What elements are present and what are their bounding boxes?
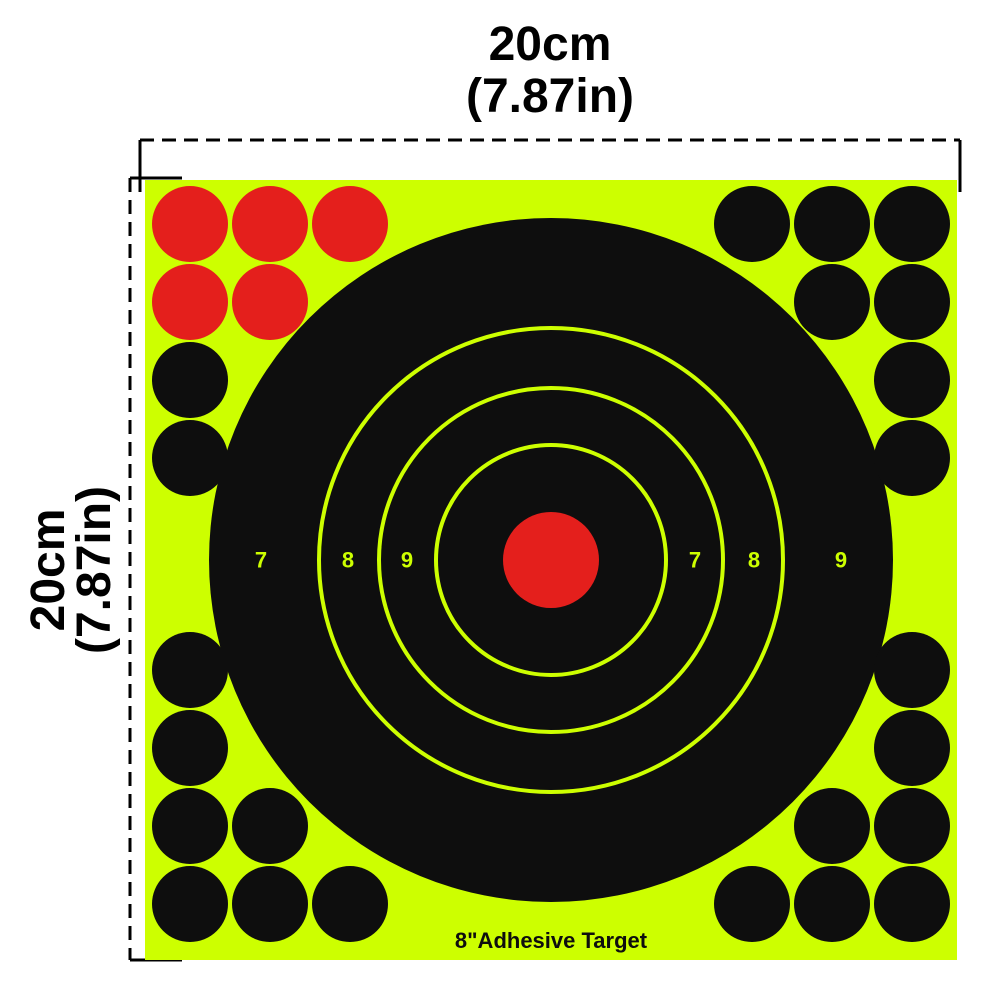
corner-top-left-dot-2 bbox=[312, 186, 388, 262]
target-diagram: 20cm(7.87in)20cm(7.87in)7899878"Adhesive… bbox=[0, 0, 1000, 1000]
score-right-7: 7 bbox=[689, 548, 701, 573]
corner-bottom-left-dot-3 bbox=[232, 788, 308, 864]
bullseye-center bbox=[503, 512, 599, 608]
corner-top-left-dot-4 bbox=[232, 264, 308, 340]
corner-bottom-left-dot-0 bbox=[152, 632, 228, 708]
corner-top-right-dot-6 bbox=[874, 420, 950, 496]
corner-bottom-right-dot-2 bbox=[794, 788, 870, 864]
corner-top-left-dot-0 bbox=[152, 186, 228, 262]
score-right-8: 8 bbox=[748, 548, 760, 573]
corner-bottom-right-dot-0 bbox=[874, 632, 950, 708]
corner-top-right-dot-0 bbox=[714, 186, 790, 262]
corner-bottom-left-dot-5 bbox=[232, 866, 308, 942]
dimension-top-cm: 20cm bbox=[489, 18, 612, 71]
corner-bottom-left-dot-1 bbox=[152, 710, 228, 786]
corner-top-right-dot-4 bbox=[874, 264, 950, 340]
corner-top-right-dot-3 bbox=[794, 264, 870, 340]
score-left-8: 8 bbox=[342, 548, 354, 573]
corner-bottom-right-dot-3 bbox=[874, 788, 950, 864]
corner-top-left-dot-6 bbox=[152, 420, 228, 496]
target-sheet: 7 8 9 9 8 7 8"Adhesive Target bbox=[145, 180, 957, 960]
dimension-top-in: (7.87in) bbox=[466, 70, 634, 123]
corner-bottom-right-dot-5 bbox=[794, 866, 870, 942]
corner-bottom-left-dot-2 bbox=[152, 788, 228, 864]
corner-top-left-dot-3 bbox=[152, 264, 228, 340]
corner-top-left-dot-5 bbox=[152, 342, 228, 418]
target-caption: 8"Adhesive Target bbox=[455, 928, 648, 953]
score-left-9: 9 bbox=[401, 548, 413, 573]
corner-top-right-dot-5 bbox=[874, 342, 950, 418]
corner-top-right-dot-1 bbox=[794, 186, 870, 262]
corner-top-left-dot-1 bbox=[232, 186, 308, 262]
figure-root: 20cm(7.87in)20cm(7.87in)7899878"Adhesive… bbox=[0, 0, 1000, 1000]
corner-bottom-right-dot-6 bbox=[874, 866, 950, 942]
corner-bottom-right-dot-4 bbox=[714, 866, 790, 942]
score-left-7: 7 bbox=[255, 548, 267, 573]
score-right-9: 9 bbox=[835, 548, 847, 573]
corner-bottom-left-dot-6 bbox=[312, 866, 388, 942]
corner-bottom-right-dot-1 bbox=[874, 710, 950, 786]
corner-bottom-left-dot-4 bbox=[152, 866, 228, 942]
corner-top-right-dot-2 bbox=[874, 186, 950, 262]
dimension-left-in: (7.87in) bbox=[68, 486, 121, 654]
